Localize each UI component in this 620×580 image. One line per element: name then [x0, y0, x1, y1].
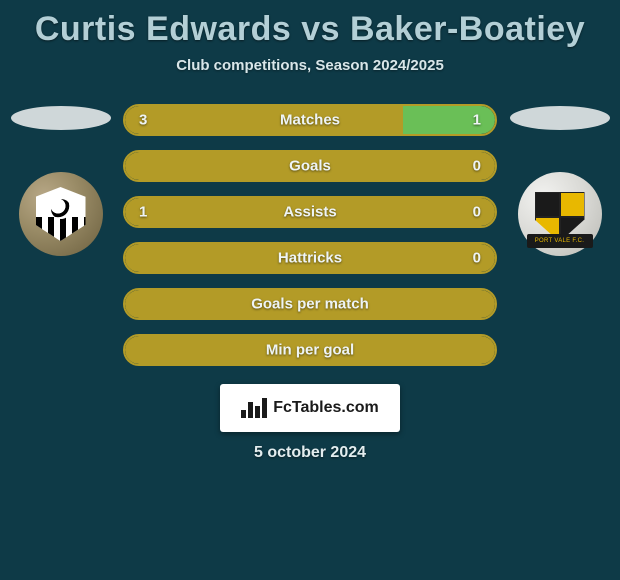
stat-bars: 3 1 Matches 0 Goals 1 0 Assists 0 Hattricks Goals …: [113, 104, 507, 366]
page-subtitle: Club competitions, Season 2024/2025: [0, 57, 620, 74]
stat-row: Goals per match: [123, 288, 497, 320]
stat-value-right: 0: [473, 204, 481, 221]
right-side: PORT VALE F.C.: [507, 104, 612, 256]
stat-row: 3 1 Matches: [123, 104, 497, 136]
stat-label: Matches: [280, 112, 340, 129]
brand-badge[interactable]: FcTables.com: [220, 384, 400, 432]
stat-label: Goals per match: [251, 296, 369, 313]
stat-row: 1 0 Assists: [123, 196, 497, 228]
bar-chart-icon: [241, 398, 267, 418]
stat-label: Hattricks: [278, 250, 342, 267]
left-side: [8, 104, 113, 256]
crest-shield-left: [36, 187, 86, 241]
club-crest-left: [19, 172, 103, 256]
comparison-panel: 3 1 Matches 0 Goals 1 0 Assists 0 Hattricks Goals …: [0, 104, 620, 366]
stat-value-left: 3: [139, 112, 147, 129]
brand-text: FcTables.com: [273, 399, 379, 417]
date-label: 5 october 2024: [0, 444, 620, 462]
player-photo-left-placeholder: [11, 106, 111, 130]
stat-row: Min per goal: [123, 334, 497, 366]
stat-value-right: 1: [473, 112, 481, 129]
stat-label: Assists: [283, 204, 336, 221]
stat-value-left: 1: [139, 204, 147, 221]
page-title: Curtis Edwards vs Baker-Boatiey: [0, 0, 620, 49]
stat-row: 0 Goals: [123, 150, 497, 182]
soccer-ball-icon: [51, 199, 71, 219]
crest-banner-right: PORT VALE F.C.: [527, 234, 593, 248]
stat-label: Goals: [289, 158, 331, 175]
stat-row: 0 Hattricks: [123, 242, 497, 274]
stat-label: Min per goal: [266, 342, 354, 359]
player-photo-right-placeholder: [510, 106, 610, 130]
stat-value-right: 0: [473, 158, 481, 175]
bar-fill-left: [125, 106, 403, 134]
bar-fill-right: [403, 106, 496, 134]
stat-value-right: 0: [473, 250, 481, 267]
crest-shield-right: PORT VALE F.C.: [531, 182, 589, 246]
club-crest-right: PORT VALE F.C.: [518, 172, 602, 256]
